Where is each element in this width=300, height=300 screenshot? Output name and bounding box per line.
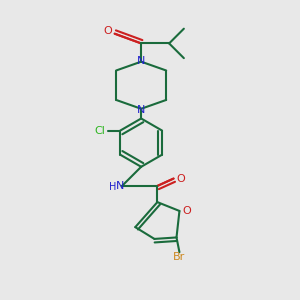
Text: Br: Br	[173, 252, 186, 262]
Text: N: N	[116, 181, 124, 191]
Text: N: N	[137, 56, 146, 66]
Text: H: H	[109, 182, 116, 192]
Text: O: O	[103, 26, 112, 36]
Text: N: N	[137, 105, 146, 115]
Text: Cl: Cl	[94, 126, 105, 136]
Text: O: O	[176, 174, 185, 184]
Text: O: O	[182, 206, 191, 216]
